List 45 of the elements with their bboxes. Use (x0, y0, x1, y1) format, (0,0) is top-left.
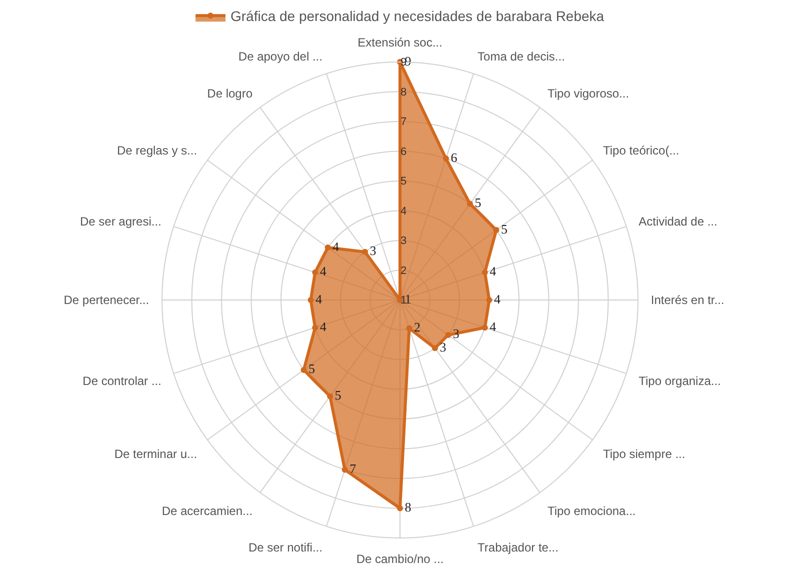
y-tick-label: 2 (400, 264, 407, 277)
spoke-label: De ser agresi... (80, 214, 162, 229)
y-tick-label: 4 (400, 205, 407, 218)
y-tick-label: 6 (400, 146, 407, 158)
spoke-label: Tipo emociona... (547, 504, 636, 518)
data-label: 3 (370, 243, 376, 258)
spoke-label: De terminar u... (114, 446, 198, 461)
data-label: 3 (440, 339, 446, 354)
spoke-label: De ser notifi... (248, 540, 322, 554)
spoke-label: De logro (207, 86, 253, 101)
data-label: 4 (490, 318, 497, 334)
spoke-label: Actividad de ... (638, 214, 718, 229)
data-label: 5 (474, 194, 482, 210)
spoke-label: De acercamien... (162, 504, 253, 518)
spoke-label: Tipo organiza... (638, 374, 721, 388)
spoke-label: Toma de decis... (478, 49, 565, 64)
data-label: 2 (414, 320, 420, 335)
spoke-label: De apoyo del ... (238, 49, 322, 64)
data-label: 5 (501, 221, 508, 236)
data-label: 5 (308, 361, 315, 376)
y-tick-label: 8 (400, 86, 407, 98)
spoke-label: Tipo siempre ... (602, 446, 686, 461)
y-tick-label: 5 (400, 176, 407, 188)
spoke-label: Tipo vigoroso... (547, 86, 630, 101)
spoke-label: Interés en tr... (650, 293, 724, 308)
data-label: 4 (320, 264, 327, 279)
spoke-label: Tipo teórico(... (602, 144, 680, 158)
data-label: 4 (316, 291, 322, 306)
spoke-label: De reglas y s... (116, 144, 198, 158)
data-label: 6 (450, 150, 458, 165)
data-label: 7 (350, 461, 357, 476)
data-label: 4 (490, 264, 497, 279)
spoke-label: Trabajador te... (478, 540, 558, 554)
y-tick-label: 7 (400, 116, 407, 128)
y-tick-label: 1 (400, 294, 407, 307)
legend-label: Gráfica de personalidad y necesidades de barabara Rebeka (230, 8, 604, 24)
spoke-label: De pertenecer... (64, 293, 150, 308)
y-tick-label: 9 (400, 56, 407, 69)
spoke-label: Extensión soc... (358, 36, 442, 50)
data-label: 4 (494, 291, 501, 306)
data-label: 4 (320, 318, 327, 334)
spoke-label: De cambio/no ... (356, 552, 444, 566)
spoke-label: De controlar ... (82, 374, 162, 388)
y-tick-label: 3 (400, 235, 407, 248)
data-label: 5 (334, 388, 342, 403)
